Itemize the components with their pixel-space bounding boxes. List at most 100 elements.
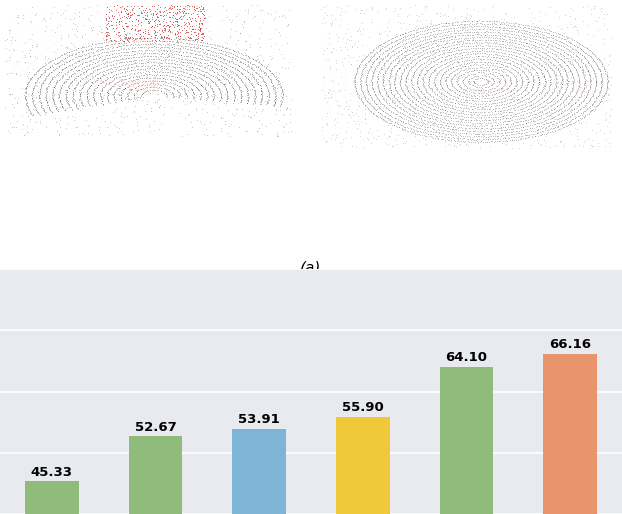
Point — [398, 59, 408, 67]
Point — [561, 118, 571, 126]
Point — [536, 124, 545, 133]
Point — [509, 36, 519, 44]
Point — [445, 141, 455, 149]
Point — [523, 112, 533, 120]
Point — [79, 80, 89, 88]
Point — [547, 89, 557, 97]
Point — [478, 81, 488, 89]
Point — [159, 22, 169, 30]
Point — [197, 51, 207, 60]
Point — [5, 52, 15, 60]
Point — [146, 6, 156, 14]
Point — [453, 97, 463, 105]
Point — [335, 11, 345, 19]
Point — [182, 28, 192, 36]
Point — [128, 86, 138, 95]
Point — [471, 52, 481, 61]
Point — [498, 123, 508, 132]
Point — [191, 83, 201, 91]
Point — [30, 42, 40, 50]
Point — [101, 43, 111, 51]
Point — [248, 13, 258, 21]
Point — [553, 125, 563, 134]
Point — [534, 78, 544, 86]
Point — [126, 45, 136, 53]
Point — [122, 75, 132, 83]
Point — [46, 106, 56, 115]
Point — [443, 30, 453, 39]
Point — [142, 37, 152, 45]
Point — [190, 57, 200, 65]
Point — [213, 49, 223, 57]
Point — [553, 64, 563, 72]
Point — [552, 111, 562, 119]
Point — [475, 110, 485, 118]
Point — [472, 94, 482, 102]
Point — [52, 63, 62, 71]
Point — [341, 98, 351, 106]
Point — [532, 126, 542, 134]
Point — [511, 109, 521, 118]
Point — [499, 126, 509, 134]
Point — [448, 119, 458, 127]
Point — [514, 115, 524, 123]
Point — [236, 75, 246, 83]
Point — [386, 86, 396, 95]
Point — [508, 61, 518, 69]
Point — [153, 64, 163, 72]
Point — [447, 39, 457, 47]
Point — [557, 119, 567, 127]
Point — [439, 85, 449, 94]
Point — [46, 70, 56, 78]
Point — [76, 54, 86, 63]
Point — [107, 77, 117, 85]
Point — [392, 93, 402, 101]
Point — [467, 19, 477, 27]
Point — [236, 7, 246, 15]
Point — [460, 22, 470, 30]
Point — [239, 55, 249, 63]
Point — [85, 32, 95, 41]
Point — [530, 41, 540, 49]
Point — [123, 83, 133, 91]
Point — [496, 88, 506, 96]
Point — [478, 133, 488, 141]
Point — [407, 36, 417, 45]
Point — [118, 24, 128, 32]
Point — [544, 40, 554, 48]
Point — [432, 55, 442, 63]
Point — [415, 42, 425, 50]
Point — [409, 12, 419, 20]
Point — [419, 44, 429, 52]
Point — [187, 4, 197, 12]
Point — [39, 107, 49, 116]
Point — [470, 77, 480, 85]
Point — [443, 62, 453, 70]
Point — [405, 101, 415, 109]
Point — [415, 44, 425, 52]
Point — [420, 34, 430, 43]
Point — [438, 22, 448, 30]
Point — [494, 76, 504, 84]
Point — [369, 104, 379, 113]
Point — [460, 59, 470, 67]
Point — [537, 37, 547, 45]
Point — [98, 28, 108, 36]
Point — [425, 107, 435, 116]
Point — [214, 70, 224, 79]
Point — [195, 90, 205, 98]
Point — [49, 66, 58, 74]
Point — [206, 70, 216, 79]
Point — [534, 108, 544, 117]
Point — [113, 70, 123, 78]
Point — [555, 114, 565, 122]
Point — [368, 32, 378, 40]
Point — [326, 44, 336, 52]
Point — [216, 57, 226, 65]
Point — [155, 70, 165, 79]
Point — [572, 117, 582, 125]
Point — [594, 99, 604, 107]
Point — [192, 58, 202, 66]
Point — [104, 37, 114, 45]
Point — [491, 86, 501, 94]
